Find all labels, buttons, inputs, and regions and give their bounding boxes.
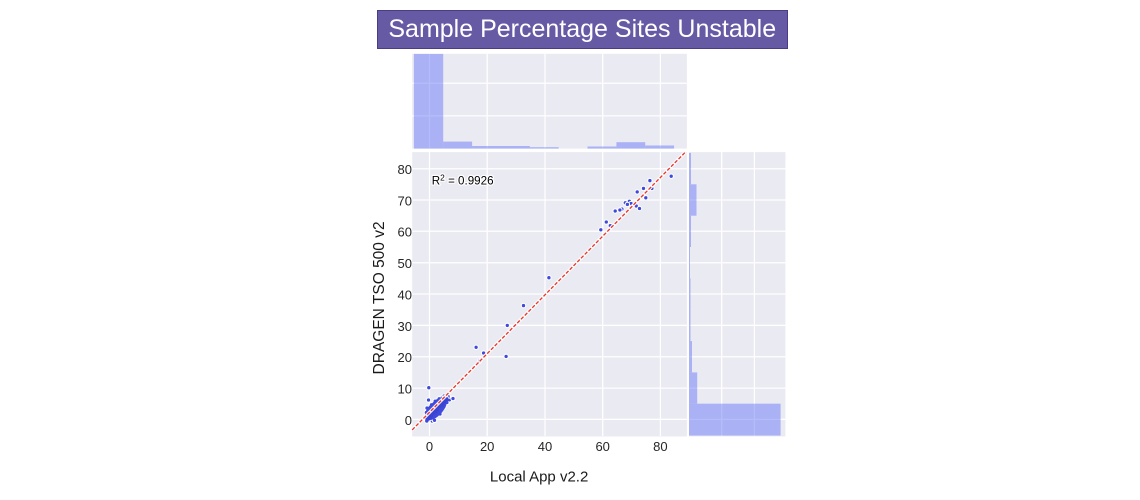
svg-text:60: 60 [398,225,412,240]
svg-text:10: 10 [398,382,412,397]
svg-text:50: 50 [398,256,412,271]
svg-text:Local App v2.2: Local App v2.2 [490,468,588,485]
svg-text:80: 80 [398,162,412,177]
svg-text:40: 40 [538,439,552,454]
svg-text:30: 30 [398,319,412,334]
svg-text:20: 20 [398,350,412,365]
svg-text:40: 40 [398,287,412,302]
svg-text:R2 = 0.9926: R2 = 0.9926 [432,173,494,188]
svg-text:0: 0 [426,439,433,454]
svg-text:20: 20 [480,439,494,454]
svg-text:DRAGEN TSO 500 v2: DRAGEN TSO 500 v2 [371,221,388,374]
svg-text:80: 80 [653,439,667,454]
svg-text:70: 70 [398,193,412,208]
svg-text:60: 60 [595,439,609,454]
svg-text:0: 0 [405,413,412,428]
